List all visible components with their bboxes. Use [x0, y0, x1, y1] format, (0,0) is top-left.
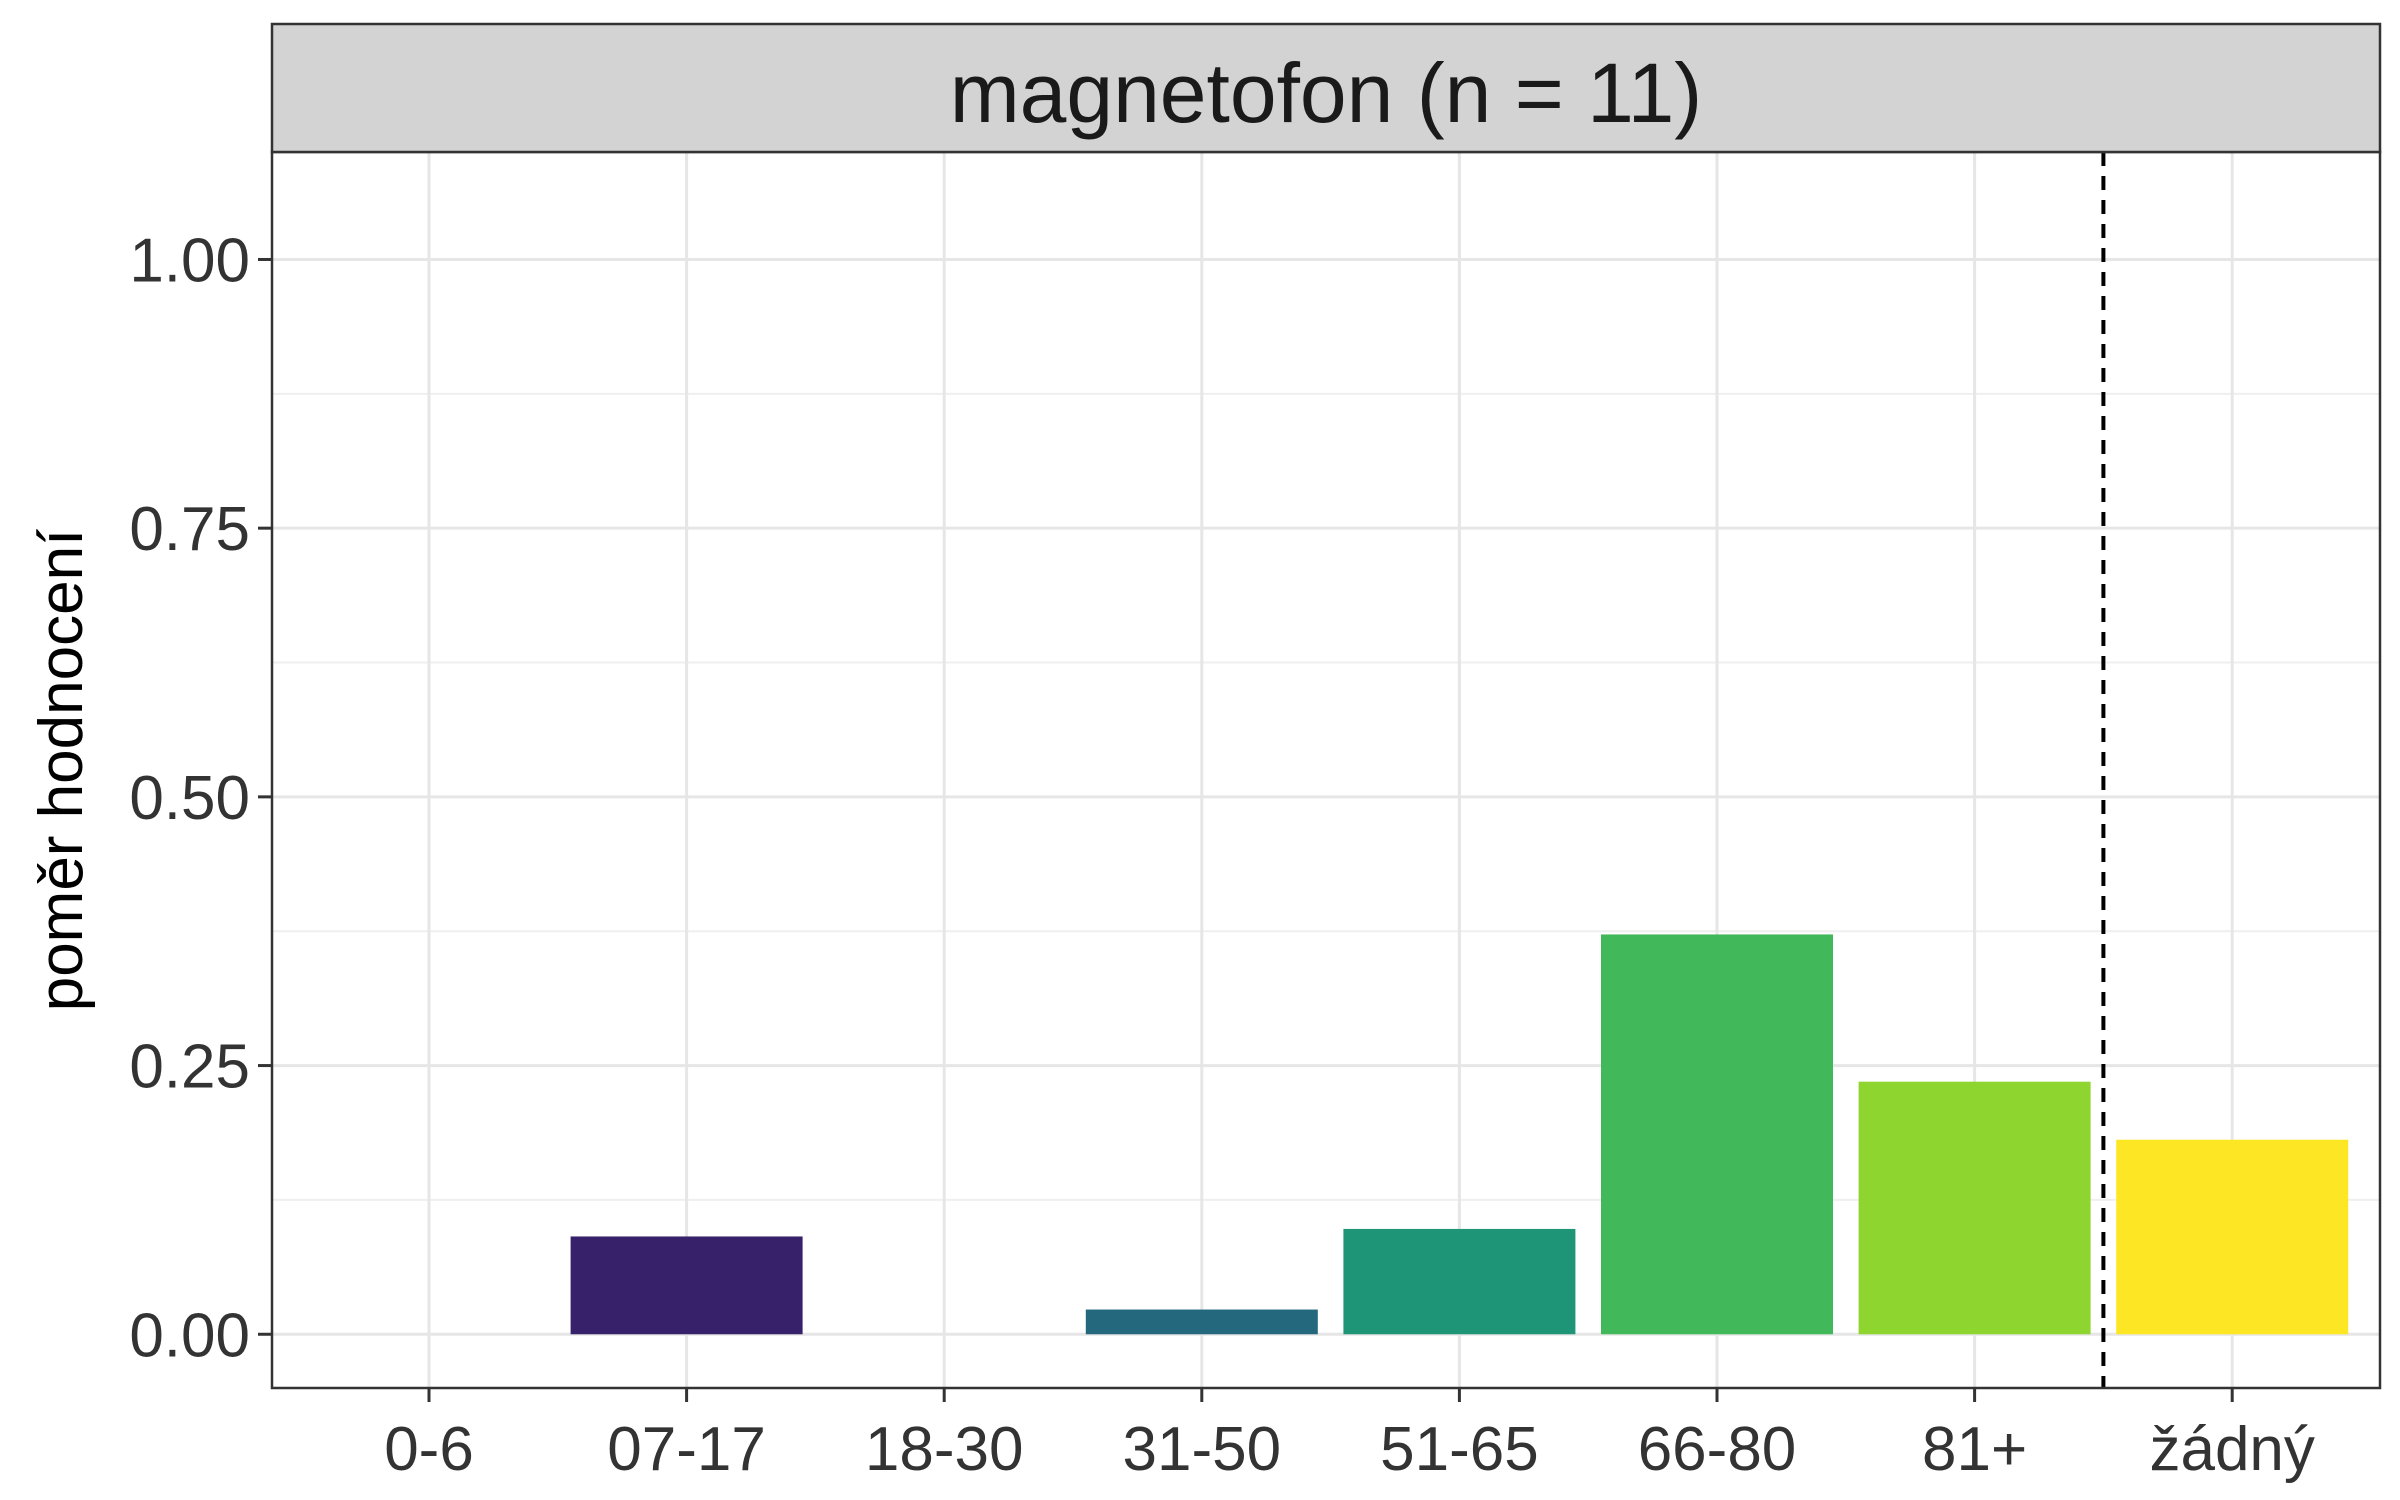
x-tick-label: 18-30 [865, 1415, 1024, 1484]
facet-title: magnetofon (n = 11) [950, 46, 1703, 140]
y-tick-label: 0.75 [129, 495, 250, 564]
bar-51-65 [1343, 1228, 1576, 1335]
grid-lines [272, 152, 2380, 1388]
x-tick-label: 51-65 [1380, 1415, 1539, 1484]
y-tick-label: 0.25 [129, 1033, 250, 1102]
bars [570, 934, 2349, 1335]
x-tick-label: 81+ [1922, 1415, 2027, 1484]
x-tick-label: 31-50 [1123, 1415, 1282, 1484]
y-tick-label: 1.00 [129, 226, 250, 295]
x-tick-label: 0-6 [384, 1415, 474, 1484]
x-axis: 0-6 07-17 18-30 31-50 51-65 66-80 81+ žádný [384, 1388, 2315, 1484]
y-tick-label: 0.00 [129, 1301, 250, 1370]
x-tick-label: žádný [2149, 1415, 2314, 1484]
x-tick-label: 66-80 [1638, 1415, 1797, 1484]
bar-31-50 [1085, 1309, 1318, 1335]
bar-žádný [2116, 1139, 2349, 1335]
facet-strip [270, 22, 2382, 154]
y-axis-title: poměr hodnocení [27, 529, 96, 1012]
y-axis: 0.00 0.25 0.50 0.75 1.00 [129, 226, 272, 1370]
bar-81+ [1858, 1081, 2091, 1335]
bar-66-80 [1601, 934, 1833, 1335]
x-tick-label: 07-17 [607, 1415, 766, 1484]
bar-07-17 [570, 1236, 803, 1335]
y-tick-label: 0.50 [129, 764, 250, 833]
